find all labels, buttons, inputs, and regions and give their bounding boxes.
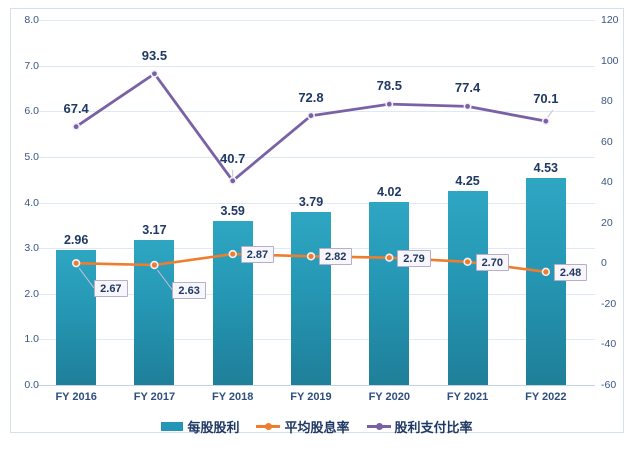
left-axis-tick-label: 1.0 (24, 333, 39, 346)
dividend-yield-value-callout: 2.67 (94, 280, 128, 298)
payout-ratio-marker (72, 122, 81, 131)
legend: 每股股利 平均股息率 股利支付比率 (11, 416, 623, 436)
dividend-yield-value-callout: 2.70 (475, 253, 509, 271)
bar-value-label: 4.25 (455, 174, 480, 189)
grid-line (37, 156, 595, 158)
left-axis-tick-label: 3.0 (24, 242, 39, 255)
bar-dividend-per-share (134, 240, 175, 385)
right-axis-tick-label: 120 (601, 14, 619, 26)
left-axis-tick-label: 2.0 (24, 287, 39, 300)
x-axis-tick-label: FY 2016 (55, 391, 97, 403)
right-axis-tick-label: 100 (601, 54, 619, 67)
bar-value-label: 3.79 (298, 195, 324, 210)
right-axis-tick-label: 60 (601, 135, 613, 148)
x-axis-tick-label: FY 2019 (290, 391, 332, 403)
left-axis-tick-label: 6.0 (24, 105, 39, 118)
payout-ratio-value-label: 77.4 (454, 80, 481, 96)
bar-dividend-per-share (369, 201, 410, 385)
bar-dividend-per-share (525, 178, 566, 385)
x-axis-tick-label: FY 2017 (133, 391, 176, 403)
x-axis-tick-label: FY 2018 (212, 391, 254, 403)
grid-line (37, 111, 595, 113)
bar-value-label: 3.59 (220, 204, 245, 219)
right-axis-tick-label: 20 (601, 216, 613, 229)
bar-value-label: 4.53 (533, 161, 559, 176)
bar-dividend-per-share (447, 191, 488, 385)
right-axis-tick-label: 0 (601, 257, 607, 270)
grid-line (37, 65, 595, 67)
grid-line (37, 385, 595, 386)
chart-area-frame: 8.0 7.0 6.0 5.0 4.0 3.0 2.0 1.0 0.0 120 100 80 60 40 2… (10, 8, 624, 436)
payout-ratio-marker (306, 111, 315, 120)
grid-line (37, 20, 595, 21)
bar-value-label: 3.17 (142, 223, 167, 238)
right-axis-tick-label: -40 (601, 338, 617, 351)
payout-ratio-value-label: 72.8 (298, 89, 324, 105)
left-axis-tick-label: 5.0 (24, 150, 39, 163)
payout-ratio-value-label: 70.1 (533, 91, 559, 107)
legend-item-average-dividend-yield: 平均股息率 (256, 417, 350, 436)
payout-ratio-value-label: 40.7 (220, 150, 246, 166)
legend-label-average-dividend-yield: 平均股息率 (284, 419, 350, 435)
bar-value-label: 4.02 (377, 184, 402, 199)
left-axis-tick-label: 0.0 (24, 379, 39, 391)
payout-ratio-marker (541, 117, 550, 126)
legend-label-payout-ratio: 股利支付比率 (394, 419, 473, 435)
bar-dividend-per-share (56, 249, 97, 385)
payout-ratio-value-label: 93.5 (141, 47, 168, 63)
right-axis-tick-label: 80 (601, 95, 613, 108)
grid-line (37, 202, 595, 204)
payout-ratio-value-label: 78.5 (376, 78, 402, 94)
orange-line-swatch-icon (256, 422, 281, 431)
payout-ratio-value-label: 67.4 (63, 100, 89, 116)
left-axis-tick-label: 7.0 (24, 59, 39, 72)
right-axis-tick-label: -60 (601, 379, 617, 391)
left-axis-tick-label: 4.0 (24, 196, 39, 209)
right-axis-tick-label: 40 (601, 176, 613, 189)
x-axis-tick-label: FY 2021 (446, 391, 489, 403)
legend-item-dividend-per-share: 每股股利 (161, 417, 239, 436)
dividend-yield-value-callout: 2.82 (318, 248, 353, 266)
x-axis-tick-label: FY 2022 (525, 391, 567, 403)
dividend-yield-value-callout: 2.63 (172, 282, 206, 299)
bar-series-swatch-icon (161, 421, 184, 431)
dividend-yield-value-callout: 2.48 (553, 263, 588, 281)
payout-ratio-marker (385, 100, 394, 109)
bar-value-label: 2.96 (63, 232, 89, 247)
legend-label-dividend-per-share: 每股股利 (187, 419, 240, 435)
right-axis-tick-label: -20 (601, 297, 617, 310)
dividend-yield-value-callout: 2.79 (397, 249, 431, 267)
payout-ratio-marker (150, 69, 159, 78)
purple-line-swatch-icon (366, 422, 391, 431)
bar-dividend-per-share (290, 212, 331, 385)
payout-ratio-marker (228, 176, 237, 185)
dividend-yield-value-callout: 2.87 (240, 246, 275, 264)
left-axis-tick-label: 8.0 (24, 14, 39, 26)
x-axis-tick-label: FY 2020 (368, 391, 410, 403)
payout-ratio-marker (463, 102, 472, 111)
legend-item-payout-ratio: 股利支付比率 (366, 417, 473, 436)
